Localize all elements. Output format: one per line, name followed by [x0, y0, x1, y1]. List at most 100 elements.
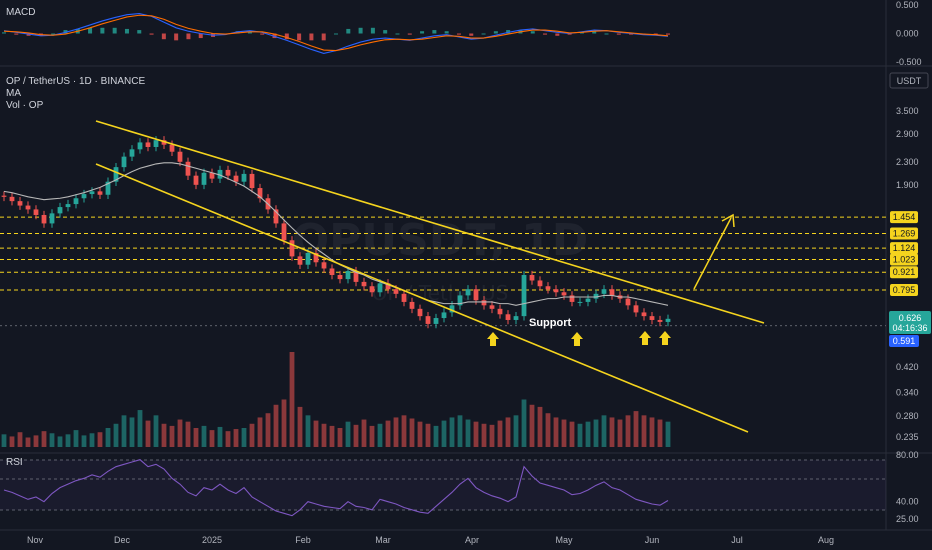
channel-lower-line[interactable] [95, 163, 749, 433]
candle[interactable] [497, 304, 503, 319]
candle[interactable] [441, 308, 447, 323]
time-axis-tick: May [555, 535, 573, 545]
macd-signal-line[interactable] [3, 14, 669, 52]
candle[interactable] [329, 264, 335, 280]
arrow-up-icon[interactable] [487, 332, 499, 346]
candle[interactable] [121, 152, 127, 172]
candle[interactable] [321, 258, 327, 273]
candle[interactable] [657, 315, 663, 327]
volume-bar [521, 399, 527, 447]
candle[interactable] [433, 313, 439, 329]
candle[interactable] [369, 282, 375, 297]
candle[interactable] [465, 285, 471, 300]
candle[interactable] [481, 296, 487, 310]
candle[interactable] [537, 276, 543, 291]
candle[interactable] [281, 219, 287, 245]
candle[interactable] [41, 210, 47, 228]
candle[interactable] [113, 162, 119, 186]
candle[interactable] [257, 183, 263, 203]
candle[interactable] [401, 289, 407, 307]
candle[interactable] [297, 252, 303, 270]
candle[interactable] [161, 136, 167, 149]
candle[interactable] [49, 209, 55, 228]
candle[interactable] [129, 145, 135, 161]
candle[interactable] [105, 177, 111, 200]
channel-upper-line[interactable] [95, 120, 765, 324]
candle[interactable] [561, 288, 567, 300]
arrow-up-right-icon[interactable] [693, 213, 735, 290]
candle[interactable] [513, 311, 519, 325]
candle[interactable] [241, 169, 247, 186]
ma-indicator-label[interactable]: MA [6, 88, 21, 99]
candle[interactable] [585, 294, 591, 307]
candle[interactable] [473, 285, 479, 305]
candle[interactable] [81, 189, 87, 203]
candle[interactable] [1, 191, 7, 202]
candle[interactable] [209, 168, 215, 183]
candle[interactable] [361, 277, 367, 291]
volume-indicator-label[interactable]: Vol · OP [6, 100, 44, 111]
currency-button[interactable] [889, 72, 929, 89]
candle[interactable] [641, 308, 647, 321]
candle[interactable] [385, 279, 391, 294]
rsi-indicator-label[interactable]: RSI [6, 457, 23, 468]
macd-histogram-bar [395, 33, 400, 35]
candle[interactable] [25, 201, 31, 214]
candle[interactable] [33, 205, 39, 220]
candle[interactable] [553, 285, 559, 297]
candle[interactable] [249, 169, 255, 193]
candle[interactable] [529, 270, 535, 285]
candle[interactable] [201, 168, 207, 190]
candle[interactable] [169, 140, 175, 157]
candle[interactable] [137, 138, 143, 154]
currency-button-label[interactable]: USDT [897, 76, 922, 86]
candle[interactable] [289, 236, 295, 261]
support-label[interactable]: Support [529, 317, 571, 329]
candle[interactable] [225, 165, 231, 180]
candle[interactable] [73, 194, 79, 209]
candle[interactable] [17, 196, 23, 210]
candle[interactable] [273, 205, 279, 228]
candle[interactable] [65, 199, 71, 212]
candle[interactable] [417, 304, 423, 321]
time-axis[interactable]: Nov Dec 2025 Feb Mar Apr May Jun Jul Aug [27, 535, 834, 545]
arrow-up-icon[interactable] [659, 331, 671, 345]
symbol-title[interactable]: OP / TetherUS · 1D · BINANCE [6, 76, 145, 87]
arrow-up-icon[interactable] [571, 332, 583, 346]
candle[interactable] [193, 171, 199, 190]
candle[interactable] [57, 202, 63, 218]
price-axis[interactable]: 0.500 0.000 -0.500 3.500 2.900 2.300 1.900 0.42… [896, 0, 922, 524]
candle[interactable] [217, 165, 223, 183]
macd-indicator-label[interactable]: MACD [6, 7, 35, 18]
candle[interactable] [409, 297, 415, 314]
candle[interactable] [313, 248, 319, 267]
candle[interactable] [145, 138, 151, 152]
candle[interactable] [569, 291, 575, 307]
candle[interactable] [633, 301, 639, 317]
arrow-up-icon[interactable] [639, 331, 651, 345]
candle[interactable] [177, 147, 183, 167]
candle[interactable] [89, 187, 95, 199]
candle[interactable] [337, 270, 343, 284]
candle[interactable] [505, 310, 511, 325]
candle[interactable] [649, 311, 655, 325]
candle[interactable] [457, 291, 463, 310]
candle[interactable] [97, 187, 103, 200]
candle[interactable] [489, 301, 495, 314]
candle[interactable] [233, 171, 239, 186]
macd-histogram-bar [309, 33, 314, 41]
candle[interactable] [425, 311, 431, 329]
level-tag-value-5: 0.795 [893, 285, 916, 295]
candle[interactable] [345, 266, 351, 284]
volume-bar [513, 415, 519, 447]
candle[interactable] [521, 270, 527, 321]
candle[interactable] [609, 285, 615, 300]
rsi-line[interactable] [3, 459, 669, 517]
candle[interactable] [577, 297, 583, 307]
candle[interactable] [305, 248, 311, 270]
candle[interactable] [545, 282, 551, 294]
candle[interactable] [185, 157, 191, 180]
candle[interactable] [9, 192, 15, 206]
candle[interactable] [665, 314, 671, 327]
candle[interactable] [593, 289, 599, 303]
